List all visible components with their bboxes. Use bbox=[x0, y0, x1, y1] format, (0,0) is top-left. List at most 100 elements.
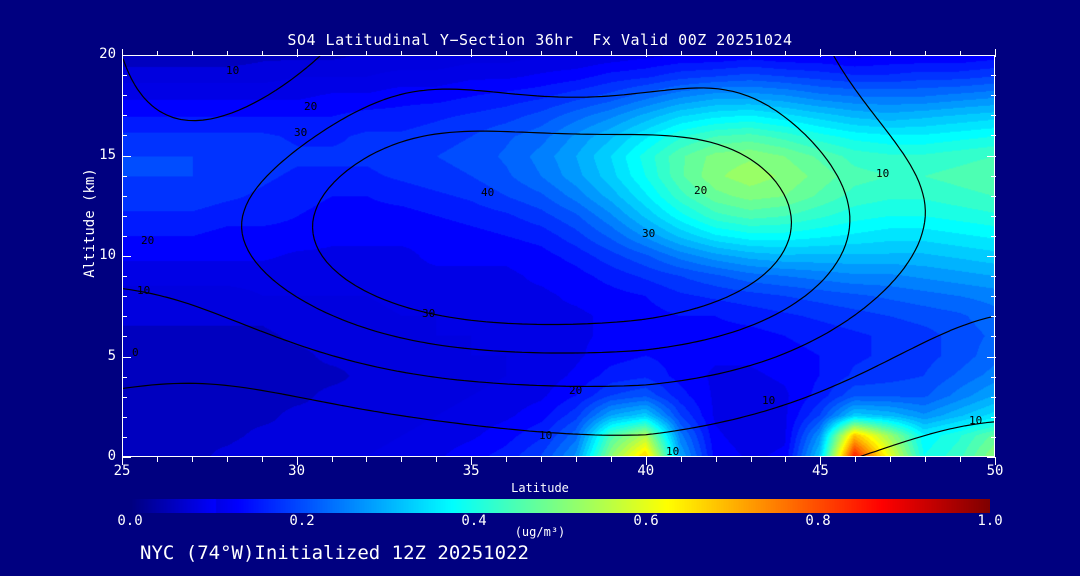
x-axis-minor-tick bbox=[436, 51, 438, 56]
colorbar-tick-label: 0.0 bbox=[117, 513, 143, 529]
x-axis-tick bbox=[122, 49, 123, 57]
x-axis-minor-tick bbox=[436, 457, 438, 462]
y-axis-minor-tick bbox=[122, 175, 127, 177]
x-axis-minor-tick bbox=[366, 51, 368, 56]
x-axis-tick-label: 50 bbox=[986, 463, 1004, 479]
contour-label: 10 bbox=[539, 429, 553, 442]
x-axis-minor-tick bbox=[855, 457, 857, 462]
x-axis-minor-tick bbox=[156, 51, 158, 56]
colorbar-tick-label: 0.4 bbox=[461, 513, 487, 529]
x-axis-minor-tick bbox=[890, 51, 892, 56]
y-axis-minor-tick bbox=[122, 75, 127, 77]
y-axis-minor-tick bbox=[991, 75, 996, 77]
y-axis-tick-label: 15 bbox=[99, 146, 116, 163]
y-axis-tick bbox=[122, 457, 131, 458]
x-axis-tick bbox=[995, 457, 996, 465]
y-axis-tick bbox=[122, 55, 131, 56]
y-axis-minor-tick bbox=[991, 175, 996, 177]
y-axis-minor-tick bbox=[991, 135, 996, 137]
x-axis-tick-label: 40 bbox=[637, 463, 655, 479]
y-axis-minor-tick bbox=[991, 276, 996, 278]
y-axis-minor-tick bbox=[991, 316, 996, 318]
x-axis-minor-tick bbox=[226, 51, 228, 56]
contour-label: 10 bbox=[666, 445, 680, 457]
y-axis-minor-tick bbox=[991, 376, 996, 378]
y-axis-minor-tick bbox=[122, 215, 127, 217]
x-axis-title: Latitude bbox=[511, 481, 569, 495]
x-axis-minor-tick bbox=[680, 457, 682, 462]
x-axis-tick bbox=[645, 49, 647, 57]
x-axis-minor-tick bbox=[191, 457, 193, 462]
y-axis-tick bbox=[987, 155, 996, 157]
y-axis-tick bbox=[987, 55, 996, 56]
y-axis-tick-label: 10 bbox=[99, 247, 116, 263]
contour-label: 30 bbox=[422, 307, 436, 320]
y-axis-title: Altitude (km) bbox=[82, 168, 98, 278]
x-axis-minor-tick bbox=[156, 457, 158, 462]
x-axis-tick bbox=[995, 49, 996, 57]
contour-label: 30 bbox=[294, 126, 308, 139]
colorbar-tick-label: 0.6 bbox=[633, 513, 659, 529]
y-axis-minor-tick bbox=[991, 396, 996, 398]
x-axis-tick-label: 35 bbox=[462, 463, 480, 479]
y-axis-minor-tick bbox=[991, 235, 996, 237]
contour-label: 0 bbox=[132, 346, 139, 359]
contour-label: 20 bbox=[141, 234, 155, 247]
x-axis-minor-tick bbox=[226, 457, 228, 462]
x-axis-minor-tick bbox=[680, 51, 682, 56]
contour-lines bbox=[123, 56, 994, 456]
x-axis-minor-tick bbox=[261, 51, 263, 56]
contour-label: 20 bbox=[304, 100, 318, 113]
y-axis-minor-tick bbox=[991, 195, 996, 197]
x-axis-minor-tick bbox=[331, 457, 333, 462]
x-axis-minor-tick bbox=[541, 51, 543, 56]
x-axis-minor-tick bbox=[855, 51, 857, 56]
y-axis-minor-tick bbox=[122, 296, 127, 298]
x-axis-minor-tick bbox=[750, 51, 752, 56]
contour-label: 10 bbox=[137, 284, 151, 297]
x-axis-tick bbox=[122, 457, 123, 465]
x-axis-minor-tick bbox=[960, 457, 962, 462]
y-axis-minor-tick bbox=[122, 316, 127, 318]
y-axis-minor-tick bbox=[122, 115, 127, 117]
contour-label: 20 bbox=[694, 184, 708, 197]
colorbar-tick-label: 0.2 bbox=[289, 513, 315, 529]
colorbar-tick-label: 0.8 bbox=[805, 513, 831, 529]
contour-label: 10 bbox=[226, 64, 240, 77]
page-title: SO4 Latitudinal Y−Section 36hr Fx Valid … bbox=[287, 31, 793, 49]
colorbar-tick-label: 1.0 bbox=[977, 513, 1003, 529]
x-axis-minor-tick bbox=[575, 51, 577, 56]
y-axis-minor-tick bbox=[991, 215, 996, 217]
x-axis-tick bbox=[471, 457, 473, 465]
x-axis-tick bbox=[471, 49, 473, 57]
x-axis-minor-tick bbox=[575, 457, 577, 462]
x-axis-minor-tick bbox=[785, 51, 787, 56]
x-axis-minor-tick bbox=[750, 457, 752, 462]
y-axis-tick-label: 5 bbox=[107, 347, 116, 364]
contour-label: 10 bbox=[969, 414, 983, 427]
y-axis-minor-tick bbox=[991, 436, 996, 438]
contour-label: 40 bbox=[481, 186, 495, 199]
y-axis-minor-tick bbox=[122, 436, 127, 438]
x-axis-minor-tick bbox=[715, 457, 717, 462]
contour-label: 30 bbox=[642, 227, 656, 240]
plot-area: 10 20 30 40 20 10 30 20 10 30 0 20 10 10 10 10 bbox=[122, 55, 995, 457]
y-axis-minor-tick bbox=[122, 135, 127, 137]
y-axis-minor-tick bbox=[991, 296, 996, 298]
y-axis-minor-tick bbox=[122, 95, 127, 97]
x-axis-minor-tick bbox=[610, 51, 612, 56]
x-axis-tick-label: 45 bbox=[811, 463, 829, 479]
contour-fill-field bbox=[123, 56, 994, 456]
y-axis-tick bbox=[122, 155, 131, 157]
x-axis-minor-tick bbox=[506, 51, 508, 56]
y-axis-minor-tick bbox=[991, 115, 996, 117]
x-axis-labels: 25 30 35 40 45 50 bbox=[114, 463, 1004, 483]
x-axis-minor-tick bbox=[331, 51, 333, 56]
x-axis-tick bbox=[820, 49, 822, 57]
x-axis-minor-tick bbox=[401, 457, 403, 462]
contour-label: 20 bbox=[569, 384, 583, 397]
y-axis-minor-tick bbox=[122, 195, 127, 197]
x-axis-minor-tick bbox=[715, 51, 717, 56]
x-axis-minor-tick bbox=[261, 457, 263, 462]
x-axis-minor-tick bbox=[960, 51, 962, 56]
